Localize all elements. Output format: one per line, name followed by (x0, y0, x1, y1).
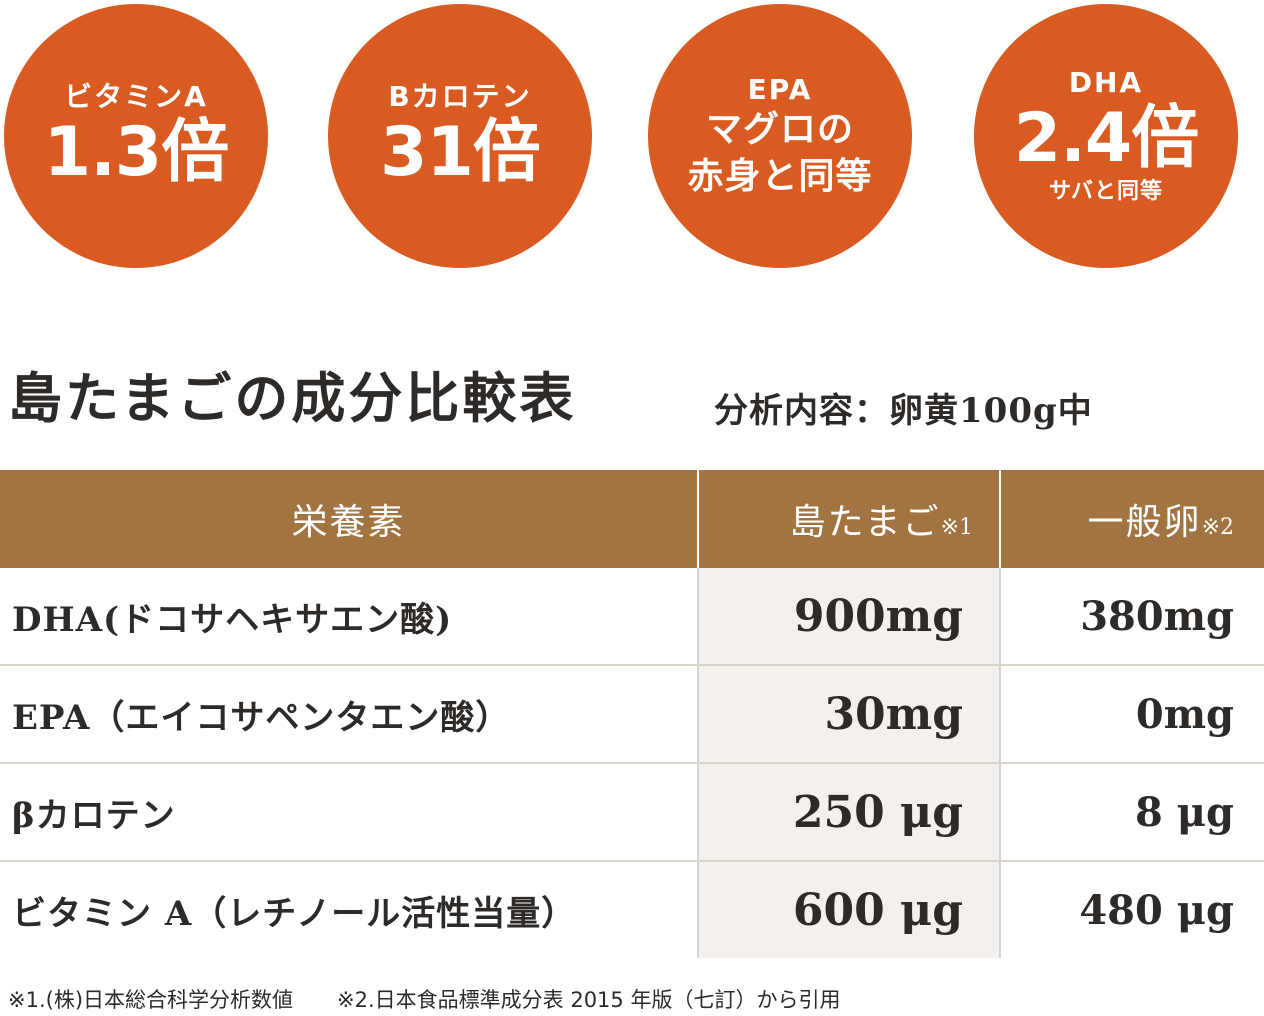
header-general-note: ※2 (1201, 515, 1234, 540)
badge-label: DHA (1068, 66, 1144, 100)
header-shima-tamago: 島たまご※1 (697, 470, 1000, 568)
header-nutrient: 栄養素 (0, 470, 698, 568)
footnote-1: ※1.(株)日本総合科学分析数値 (8, 988, 294, 1012)
shima-value: 600 μg (697, 861, 1000, 958)
nutrient-name: ビタミン A（レチノール活性当量） (12, 893, 577, 934)
badge-caption: サバと同等 (1048, 179, 1164, 205)
nutrient-name: βカロテン (0, 763, 698, 862)
header-general-label: 一般卵 (1087, 502, 1202, 543)
general-value: 0mg (999, 665, 1264, 764)
header-general-egg: 一般卵※2 (999, 470, 1264, 568)
shima-value: 250 μg (697, 763, 1000, 862)
badge-vitamin-a: ビタミンA 1.3倍 (4, 4, 268, 268)
general-value: 480 μg (999, 861, 1264, 958)
badge-dha: DHA 2.4倍 サバと同等 (974, 4, 1238, 268)
footnote-2: ※2.日本食品標準成分表 2015 年版（七訂）から引用 (337, 988, 841, 1012)
badge-value: 1.3倍 (43, 113, 229, 193)
general-value: 380mg (999, 568, 1264, 666)
comparison-table: 栄養素 島たまご※1 一般卵※2 DHA(ドコサヘキサエン酸) 900mg 38… (0, 470, 1264, 958)
badge-epa: EPA マグロの 赤身と同等 (648, 4, 912, 268)
shima-value: 30mg (697, 665, 1000, 764)
shima-value: 900mg (697, 568, 1000, 666)
general-value: 8 μg (999, 763, 1264, 862)
table-row: EPA（エイコサペンタエン酸） 30mg 0mg (0, 665, 1264, 764)
badge-line: マグロの (705, 108, 854, 150)
page-title: 島たまごの成分比較表 (8, 366, 577, 430)
badge-value: 31倍 (380, 113, 541, 193)
badge-line: 赤身と同等 (687, 155, 873, 197)
badge-label: Bカロテン (388, 80, 532, 114)
badge-beta-carotene: Bカロテン 31倍 (328, 4, 592, 268)
table-row: DHA(ドコサヘキサエン酸) 900mg 380mg (0, 568, 1264, 666)
badge-value: 2.4倍 (1013, 99, 1199, 179)
header-shima-label: 島たまご (789, 502, 941, 543)
footnotes: ※1.(株)日本総合科学分析数値 ※2.日本食品標準成分表 2015 年版（七訂）… (8, 984, 840, 1014)
header-nutrient-label: 栄養素 (291, 502, 406, 543)
table-row: βカロテン 250 μg 8 μg (0, 763, 1264, 862)
badge-label: EPA (747, 72, 813, 106)
nutrient-name: DHA(ドコサヘキサエン酸) (0, 568, 698, 666)
table-header-row: 栄養素 島たまご※1 一般卵※2 (0, 470, 1264, 568)
header-shima-note: ※1 (940, 515, 973, 540)
nutrient-name: EPA（エイコサペンタエン酸） (0, 665, 698, 764)
table-row: ビタミン A（レチノール活性当量） 600 μg 480 μg (0, 861, 1264, 958)
page-subtitle: 分析内容：卵黄100g中 (714, 391, 1093, 431)
badge-label: ビタミンA (64, 80, 208, 114)
